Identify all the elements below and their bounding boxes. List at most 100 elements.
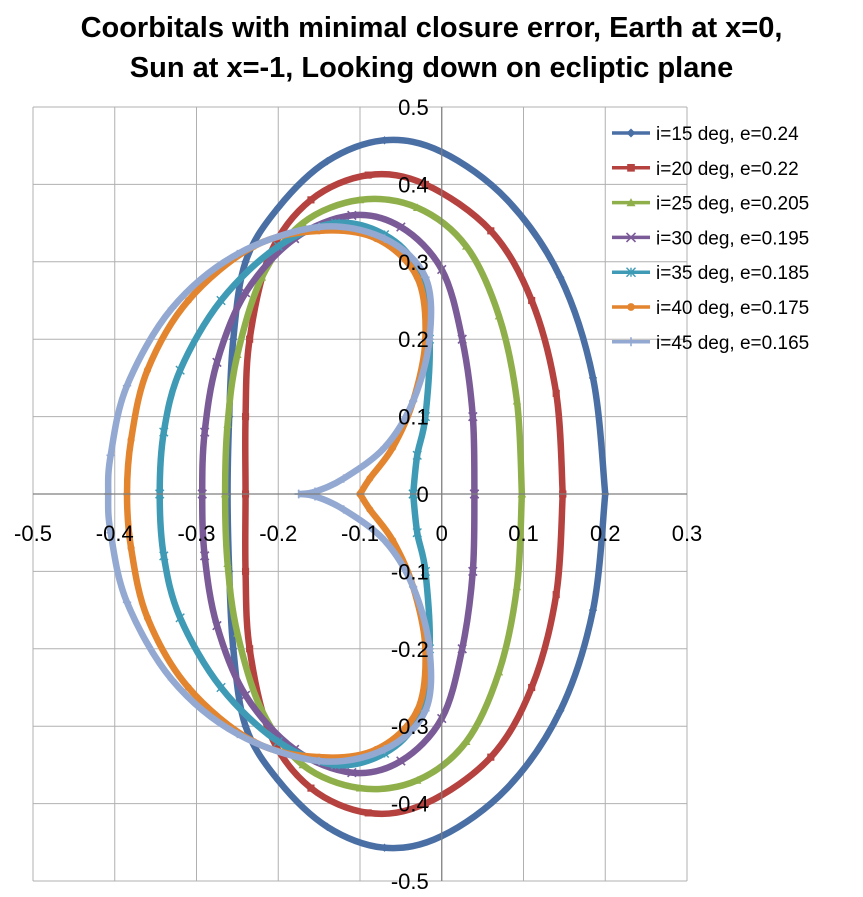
data-point [412,450,422,460]
data-point [380,443,389,452]
data-point [421,800,429,808]
data-point [552,389,560,397]
legend-label: i=15 deg, e=0.24 [656,124,799,145]
data-point [241,257,250,266]
data-point [413,273,421,281]
data-point [233,629,242,637]
data-point [347,767,357,778]
y-tick-label: -0.4 [391,792,429,817]
data-point [487,227,495,235]
chart-title-line-1: Coorbitals with minimal closure error, E… [80,12,783,44]
legend-item-2: i=20 deg, e=0.22 [612,159,799,180]
data-point [199,551,210,561]
data-point [588,373,598,383]
data-point [408,582,418,592]
data-point [323,822,332,832]
legend-label: i=45 deg, e=0.165 [656,333,809,354]
x-tick-label: -0.1 [341,521,379,546]
legend-swatch-marker [627,303,635,311]
data-point [396,222,406,232]
data-point [420,411,431,422]
data-point [380,136,389,145]
data-point [366,474,374,483]
data-point [389,536,397,545]
data-point [216,295,226,306]
x-tick-label: 0.3 [672,521,703,546]
data-point [246,645,254,653]
data-point [240,690,251,701]
data-point [420,566,431,577]
data-point [246,335,254,343]
x-tick-label: 0.2 [590,521,621,546]
data-point [184,683,192,692]
data-point [396,756,406,766]
legend-label: i=35 deg, e=0.185 [656,263,809,284]
data-point [143,366,152,374]
legend-item-1: i=15 deg, e=0.24 [612,124,799,145]
data-point [233,350,242,359]
x-tick-label: 0.1 [508,521,539,546]
data-point [355,783,365,792]
data-point [184,296,192,305]
x-tick-label: -0.2 [259,521,297,546]
data-point [494,311,504,320]
data-point [175,613,185,623]
data-point [274,776,283,785]
legend-item-7: i=45 deg, e=0.165 [612,333,809,354]
data-point [307,196,315,204]
data-point [273,736,283,747]
data-point [425,644,434,653]
data-point [421,180,429,188]
data-point [556,706,565,715]
data-point [122,598,132,607]
data-point [339,505,348,514]
data-point [106,528,115,537]
chart-title-line-2: Sun at x=-1, Looking down on ecliptic pl… [129,52,734,84]
data-point [413,707,421,715]
y-tick-label: 0.5 [398,95,429,120]
x-tick-label: 0 [436,521,448,546]
tick-labels: -0.5 -0.4 -0.3 -0.2 -0.1 0 0.1 0.2 0.3 0.5 0.4 0.3 0… [14,95,702,894]
data-point [355,195,365,204]
legend-item-3: i=25 deg, e=0.205 [612,194,809,215]
data-point [106,451,115,460]
data-point [502,783,512,793]
legend-label: i=30 deg, e=0.195 [656,228,809,249]
legend-swatch-marker [626,337,636,347]
data-point [127,436,135,444]
data-point [389,443,397,452]
data-point [462,737,471,746]
data-point [380,745,389,754]
data-point [380,536,389,545]
x-tick-label: -0.4 [96,521,134,546]
data-point [380,843,389,852]
data-point [274,203,283,212]
data-point [240,287,251,298]
data-point [556,273,565,282]
data-point [339,474,348,483]
data-point [528,683,536,692]
y-tick-label: -0.5 [391,869,429,894]
chart-title: Coorbitals with minimal closure error, E… [0,8,863,88]
y-tick-label: 0.3 [398,250,429,275]
y-tick-label: 0.4 [398,172,429,197]
legend-swatch-marker [626,198,636,207]
data-point [314,756,324,766]
data-point [552,591,560,599]
data-point [462,242,471,250]
y-tick-label: -0.2 [391,637,429,662]
axes [33,107,687,881]
legend: i=15 deg, e=0.24 i=20 deg, e=0.22 i=25 deg… [612,124,809,354]
data-point [122,381,132,390]
x-tick-label: -0.5 [14,521,52,546]
legend-swatch-marker [627,163,635,172]
data-point [233,249,242,259]
data-point [229,644,238,653]
data-point [413,203,422,211]
legend-item-5: i=35 deg, e=0.185 [612,263,809,284]
data-point [159,551,169,561]
data-point [212,357,222,368]
legend-item-6: i=40 deg, e=0.175 [612,298,809,319]
data-point [167,675,177,684]
